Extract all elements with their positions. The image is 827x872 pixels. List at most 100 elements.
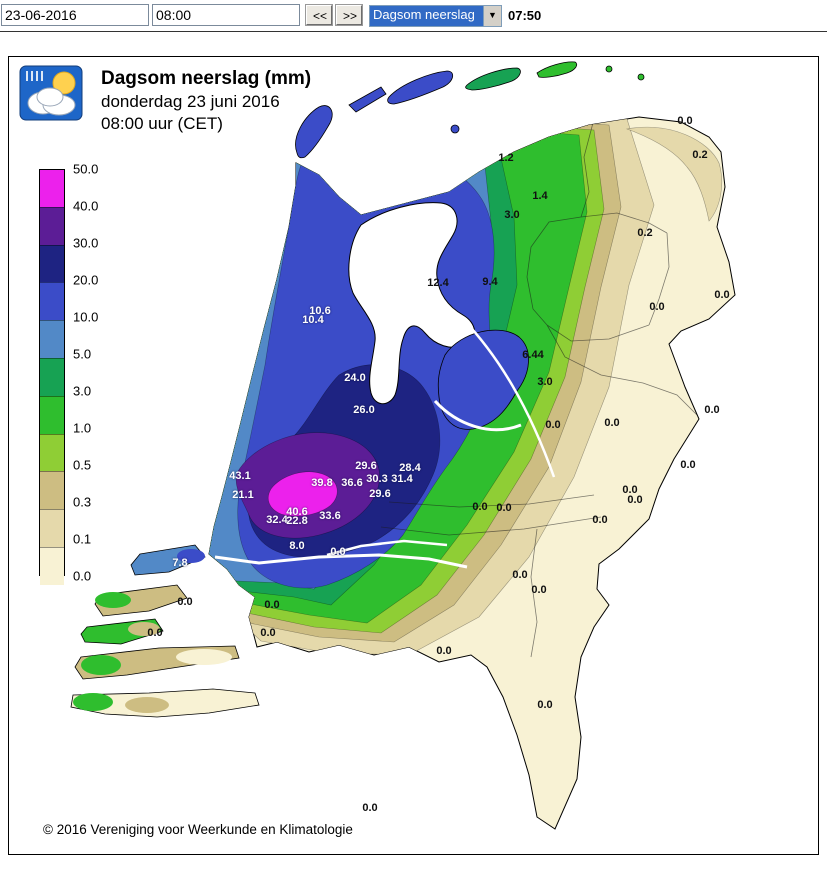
legend-label: 40.0 — [73, 198, 99, 214]
randmeer-water — [433, 399, 522, 432]
station-value: 0.0 — [680, 459, 696, 471]
islet — [605, 65, 613, 73]
toolbar: << >> Dagsom neerslag ▼ 07:50 — [0, 0, 827, 32]
station-value: 0.0 — [537, 699, 553, 711]
ijsselmeer-lake — [348, 202, 475, 405]
station-value: 1.2 — [498, 152, 514, 164]
station-value: 10.6 — [309, 305, 331, 317]
legend-label: 10.0 — [73, 309, 99, 325]
station-value: 0.0 — [260, 627, 276, 639]
station-value: 0.0 — [264, 599, 280, 611]
station-value: 7.8 — [172, 557, 188, 569]
station-value: 10.4 — [302, 314, 324, 326]
previous-button[interactable]: << — [305, 4, 333, 26]
clock-label: 07:50 — [508, 8, 542, 23]
rivers-group — [214, 318, 556, 569]
province-borders-group — [380, 118, 700, 658]
station-value: 0.0 — [592, 514, 608, 526]
weather-logo-icon — [19, 65, 83, 126]
voorne-blue-patch — [177, 549, 205, 563]
station-value: 28.4 — [399, 462, 421, 474]
walcheren-green-patch — [81, 655, 121, 675]
station-value: 0.0 — [177, 596, 193, 608]
station-value: 0.0 — [649, 301, 665, 313]
legend-band — [40, 395, 64, 434]
station-value: 8.0 — [289, 540, 305, 552]
station-value: 0.0 — [627, 494, 643, 506]
station-value: 3.0 — [537, 376, 553, 388]
layer-select-value: Dagsom neerslag — [370, 6, 483, 26]
station-value: 0.0 — [362, 802, 378, 814]
map-date: donderdag 23 juni 2016 — [101, 92, 280, 111]
legend-label: 0.0 — [73, 568, 92, 584]
station-value: 33.6 — [319, 510, 341, 522]
station-value: 0.0 — [704, 404, 720, 416]
station-value: 40.6 — [286, 506, 308, 518]
contour-bands-group — [209, 117, 722, 656]
station-value: 30.3 — [366, 473, 388, 485]
precipitation-map — [70, 61, 736, 830]
copyright-label: © 2016 Vereniging voor Weerkunde en Klim… — [43, 822, 353, 837]
next-button[interactable]: >> — [335, 4, 363, 26]
station-value: 26.0 — [353, 404, 375, 416]
province-border — [580, 118, 595, 218]
date-input[interactable] — [1, 4, 149, 26]
contour-band-40 — [268, 471, 338, 517]
station-value: 32.4 — [266, 514, 288, 526]
legend-band — [40, 320, 64, 358]
map-header: Dagsom neerslag (mm) donderdag 23 juni 2… — [101, 67, 311, 135]
beveland-cream-patch — [176, 649, 232, 665]
legend-band — [40, 357, 64, 396]
legend-band — [40, 509, 64, 547]
islet — [450, 124, 460, 134]
station-value: 22.8 — [286, 515, 308, 527]
province-border — [648, 232, 670, 326]
schouwen-tan-patch — [128, 622, 160, 636]
station-value: 31.4 — [391, 473, 413, 485]
station-value: 39.8 — [311, 477, 333, 489]
flevoland-shape — [437, 329, 529, 430]
station-value: 3.0 — [504, 209, 520, 221]
station-value: 0.0 — [496, 502, 512, 514]
station-value: 0.0 — [512, 569, 528, 581]
legend-label: 50.0 — [73, 161, 99, 177]
zvl-green-patch — [73, 693, 113, 711]
legend-band — [40, 170, 64, 207]
station-value: 43.1 — [229, 470, 251, 482]
island-terschelling — [387, 70, 453, 105]
chevron-down-icon[interactable]: ▼ — [483, 6, 501, 26]
station-value: 0.0 — [436, 645, 452, 657]
legend-bands — [39, 169, 65, 585]
ijsselmeer-group — [348, 202, 529, 432]
station-value: 36.6 — [341, 477, 363, 489]
province-border — [546, 324, 700, 418]
station-value: 12.4 — [427, 277, 449, 289]
time-input[interactable] — [152, 4, 300, 26]
station-value: 0.2 — [637, 227, 653, 239]
station-value: 1.4 — [532, 190, 548, 202]
station-value: 29.6 — [369, 488, 391, 500]
layer-select[interactable]: Dagsom neerslag ▼ — [369, 5, 502, 27]
station-value: 0.0 — [330, 546, 346, 558]
station-value: 0.0 — [147, 627, 163, 639]
province-border — [530, 528, 538, 658]
legend-label: 30.0 — [73, 235, 99, 251]
station-value: 6.44 — [522, 349, 544, 361]
island-vlieland — [348, 86, 387, 113]
station-value: 0.2 — [692, 149, 708, 161]
stations-layer: 0.0 1.2 0.2 1.4 3.0 0.2 12.4 9.4 0.0 10.6 10.4 0.0 6… — [9, 57, 818, 854]
station-value: 0.0 — [472, 501, 488, 513]
legend-labels: 50.0 40.0 30.0 20.0 10.0 5.0 3.0 1.0 0.5 0.3 0.1 0.… — [73, 162, 123, 584]
legend-label: 0.5 — [73, 457, 92, 473]
station-value: 0.0 — [677, 115, 693, 127]
goeree-green-patch — [95, 592, 131, 608]
river-rijn — [326, 539, 448, 557]
station-value: 9.4 — [482, 276, 498, 288]
contour-patch-ne — [625, 126, 722, 222]
station-value: 0.0 — [545, 419, 561, 431]
province-border — [380, 516, 602, 536]
legend-band — [40, 206, 64, 245]
island-ameland — [465, 67, 521, 91]
legend-label: 5.0 — [73, 346, 92, 362]
legend-label: 0.1 — [73, 531, 92, 547]
